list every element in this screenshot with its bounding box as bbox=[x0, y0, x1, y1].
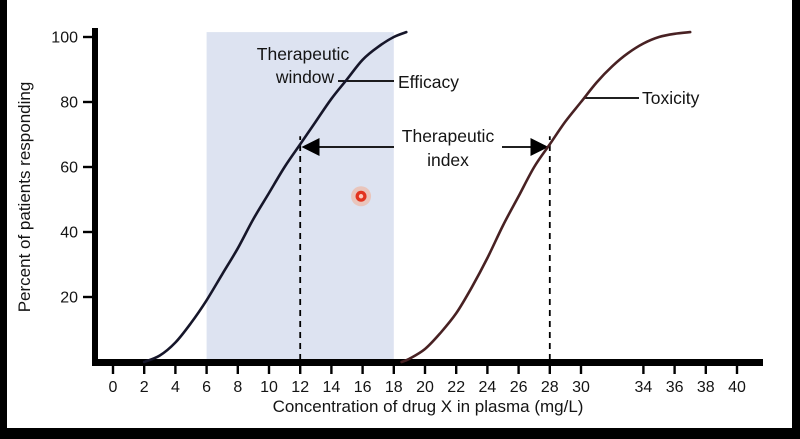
y-tick-label: 20 bbox=[60, 290, 78, 307]
therapeutic-window-label-line2: window bbox=[275, 67, 335, 87]
x-tick-label: 26 bbox=[510, 379, 528, 396]
x-tick-label: 22 bbox=[447, 379, 465, 396]
therapeutic-index-label-line2: index bbox=[427, 150, 469, 170]
letterbox-left-bar bbox=[0, 0, 7, 439]
x-tick-label: 10 bbox=[260, 379, 278, 396]
x-tick-label: 30 bbox=[572, 379, 590, 396]
x-tick-label: 24 bbox=[479, 379, 497, 396]
y-tick-label: 100 bbox=[51, 30, 78, 47]
x-axis-title: Concentration of drug X in plasma (mg/L) bbox=[273, 397, 584, 416]
therapeutic-index-label-line1: Therapeutic bbox=[402, 126, 495, 146]
letterbox-right-bar bbox=[792, 0, 800, 439]
x-tick-label: 16 bbox=[354, 379, 372, 396]
x-tick-label: 40 bbox=[728, 379, 746, 396]
x-tick-label: 12 bbox=[291, 379, 309, 396]
y-tick-label: 80 bbox=[60, 95, 78, 112]
efficacy-label: Efficacy bbox=[398, 72, 459, 92]
efficacy-curve bbox=[142, 30, 408, 364]
toxicity-curve bbox=[400, 30, 692, 364]
x-tick-label: 34 bbox=[635, 379, 653, 396]
pointer-dot-center bbox=[358, 194, 364, 199]
x-tick-label: 28 bbox=[541, 379, 559, 396]
x-tick-label: 38 bbox=[697, 379, 715, 396]
x-tick-label: 2 bbox=[140, 379, 149, 396]
x-tick-label: 8 bbox=[233, 379, 242, 396]
x-tick-label: 18 bbox=[385, 379, 403, 396]
y-tick-label: 40 bbox=[60, 225, 78, 242]
x-tick-label: 14 bbox=[323, 379, 341, 396]
y-axis-title: Percent of patients responding bbox=[15, 82, 34, 313]
x-tick-label: 0 bbox=[109, 379, 118, 396]
x-tick-label: 4 bbox=[171, 379, 180, 396]
y-axis-line bbox=[92, 28, 98, 366]
therapeutic-window-label-line1: Therapeutic bbox=[257, 44, 350, 64]
letterbox-bottom-bar bbox=[0, 428, 800, 439]
y-tick-label: 60 bbox=[60, 160, 78, 177]
chart-generated-layer: 0 2 4 6 8 10 12 14 16 18 20 22 24 26 28 30 34 36 38 4020406… bbox=[51, 28, 763, 396]
toxicity-label: Toxicity bbox=[642, 88, 700, 108]
x-tick-label: 36 bbox=[666, 379, 684, 396]
x-tick-label: 20 bbox=[416, 379, 434, 396]
x-tick-label: 6 bbox=[202, 379, 211, 396]
x-axis-line bbox=[92, 359, 763, 366]
